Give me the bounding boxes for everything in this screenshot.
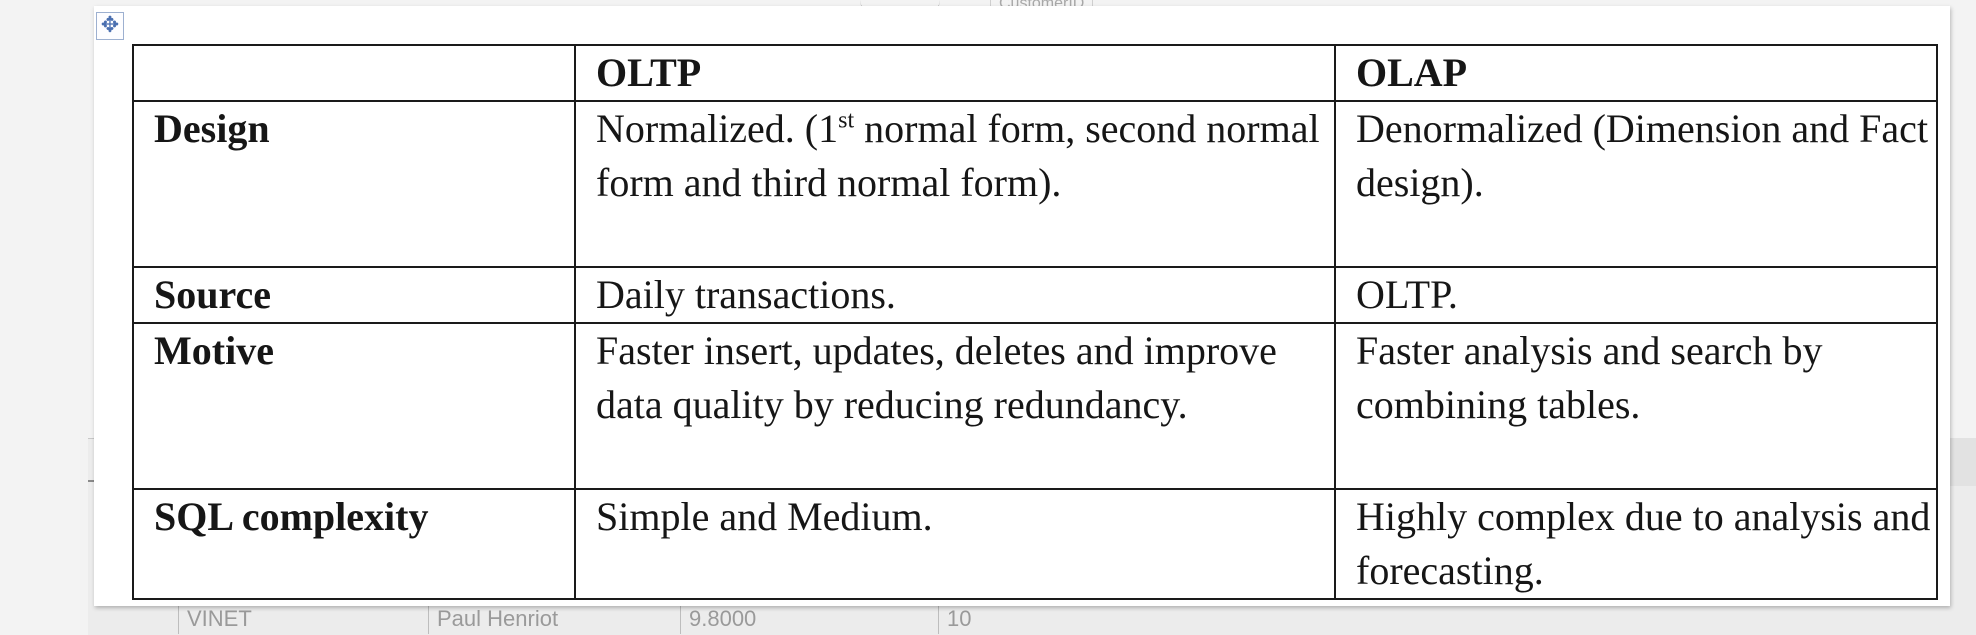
header-cell-olap[interactable]: OLAP — [1334, 44, 1938, 102]
cell-motive-oltp[interactable]: Faster insert, updates, deletes and impr… — [574, 322, 1336, 490]
row-label-sql-complexity[interactable]: SQL complexity — [132, 488, 576, 600]
cell-sql-olap[interactable]: Highly complex due to analysis and forec… — [1334, 488, 1938, 600]
header-cell-oltp[interactable]: OLTP — [574, 44, 1336, 102]
background-grid-cell: 9.8000 — [680, 600, 938, 634]
row-label-motive[interactable]: Motive — [132, 322, 576, 490]
table-move-handle[interactable]: ✥ — [96, 12, 124, 40]
header-cell-empty[interactable] — [132, 44, 576, 102]
table-row-source: Source Daily transactions. OLTP. — [132, 266, 1938, 324]
cell-design-oltp[interactable]: Normalized. (1st normal form, second nor… — [574, 100, 1336, 268]
cell-text: Normalized. (1 — [596, 106, 839, 151]
cell-superscript: st — [838, 107, 855, 134]
background-grid-cell: Paul Henriot — [428, 600, 680, 634]
table-row-sql-complexity: SQL complexity Simple and Medium. Highly… — [132, 488, 1938, 600]
cell-text: normal form, second normal form and thir… — [596, 106, 1320, 205]
table-header-row: OLTP OLAP — [132, 44, 1938, 102]
row-label-source[interactable]: Source — [132, 266, 576, 324]
table-row-design: Design Normalized. (1st normal form, sec… — [132, 100, 1938, 268]
cell-source-olap[interactable]: OLTP. — [1334, 266, 1938, 324]
comparison-table: OLTP OLAP Design Normalized. (1st normal… — [132, 44, 1938, 600]
cell-design-olap[interactable]: Denormalized (Dimension and Fact design)… — [1334, 100, 1938, 268]
background-grid-row: VINET Paul Henriot 9.8000 10 — [178, 600, 1188, 634]
background-edge-mark — [88, 480, 94, 482]
cell-source-oltp[interactable]: Daily transactions. — [574, 266, 1336, 324]
background-grid-cell: VINET — [178, 600, 428, 634]
cell-sql-oltp[interactable]: Simple and Medium. — [574, 488, 1336, 600]
background-grid-cell: 10 — [938, 600, 1188, 634]
row-label-design[interactable]: Design — [132, 100, 576, 268]
background-scrollbar[interactable] — [1947, 438, 1976, 486]
cell-motive-olap[interactable]: Faster analysis and search by combining … — [1334, 322, 1938, 490]
table-row-motive: Motive Faster insert, updates, deletes a… — [132, 322, 1938, 490]
move-icon: ✥ — [100, 13, 120, 38]
